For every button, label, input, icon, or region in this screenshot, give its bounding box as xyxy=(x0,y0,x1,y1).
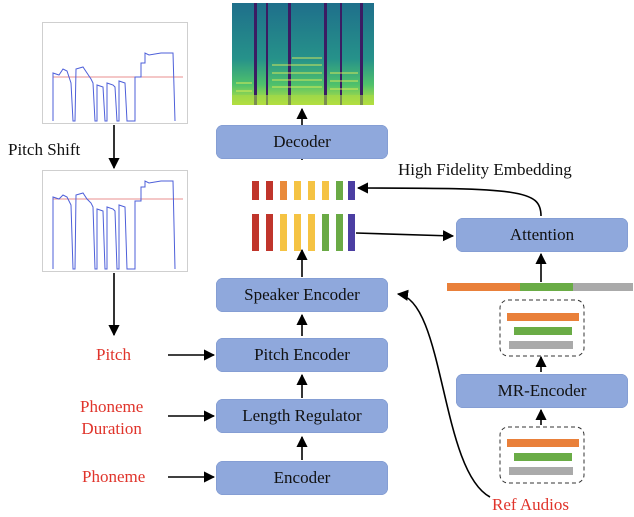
ref-audios-input-label: Ref Audios xyxy=(492,495,569,514)
pitch-encoder-module: Pitch Encoder xyxy=(216,338,388,372)
attention-module: Attention xyxy=(456,218,628,252)
attention-label: Attention xyxy=(509,225,575,244)
high-fidelity-embedding-label: High Fidelity Embedding xyxy=(398,160,572,179)
phoneme-duration-input-label: Phoneme Duration xyxy=(80,396,143,440)
frame-embedding-vector xyxy=(252,214,355,251)
decoder-module: Decoder xyxy=(216,125,388,159)
length-regulator-module: Length Regulator xyxy=(216,399,388,433)
phoneme-duration-line2: Duration xyxy=(81,419,142,438)
phoneme-input-label: Phoneme xyxy=(82,467,146,486)
speaker-encoder-label: Speaker Encoder xyxy=(244,285,360,304)
phoneme-duration-line1: Phoneme xyxy=(80,397,144,416)
mr-encoder-label: MR-Encoder xyxy=(497,381,587,400)
decoder-label: Decoder xyxy=(273,132,331,151)
pitch-encoder-label: Pitch Encoder xyxy=(254,345,350,364)
reference-embedding-bar xyxy=(447,283,633,291)
pitch-contour-original xyxy=(52,52,183,122)
speaker-encoder-module: Speaker Encoder xyxy=(216,278,388,312)
mel-spectrogram xyxy=(232,3,374,105)
length-regulator-label: Length Regulator xyxy=(242,406,362,425)
spectrogram-graphic xyxy=(232,3,374,105)
pitch-plot-shifted xyxy=(42,170,188,272)
encoder-module: Encoder xyxy=(216,461,388,495)
mr-encoder-module: MR-Encoder xyxy=(456,374,628,408)
mr-encoder-output-group xyxy=(499,299,585,357)
ref-audio-input-group xyxy=(499,426,585,484)
pitch-input-label: Pitch xyxy=(96,345,131,364)
high-fidelity-embedding-vector xyxy=(252,181,355,200)
pitch-plot-original xyxy=(42,22,188,124)
encoder-label: Encoder xyxy=(273,468,331,487)
pitch-contour-shifted xyxy=(52,180,183,270)
pitch-shift-label: Pitch Shift xyxy=(8,140,81,159)
